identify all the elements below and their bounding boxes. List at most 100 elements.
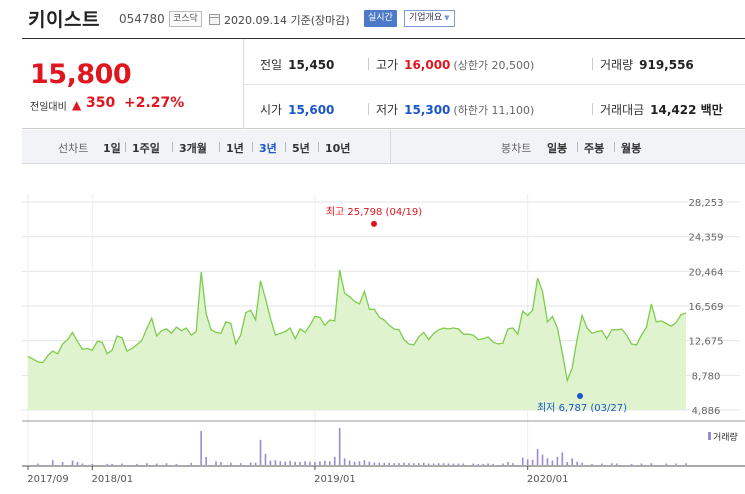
- volume-bar: [190, 462, 193, 465]
- volume-bar: [581, 462, 583, 465]
- volume-bar: [610, 463, 613, 465]
- volume-legend-swatch: [708, 432, 711, 440]
- volume-bar: [348, 460, 351, 465]
- volume-bar: [442, 463, 445, 465]
- low-cell: 저가 15,300 (하한가 11,100): [376, 101, 534, 118]
- candle-weekly[interactable]: 주봉: [584, 142, 605, 155]
- volume-bar: [304, 461, 306, 465]
- volume-bar: [398, 463, 400, 465]
- as-of-date: 2020.09.14 기준(장마감): [224, 14, 350, 27]
- volume-bar: [333, 456, 336, 465]
- turnover-value: 14,422 백만: [650, 103, 723, 117]
- volume-label: 거래량: [600, 58, 634, 72]
- volume-bar: [526, 459, 529, 465]
- x-tick-label: 2019/01: [314, 474, 356, 485]
- high-value: 16,000: [404, 58, 451, 72]
- period-1w[interactable]: 1주일: [132, 142, 160, 155]
- market-badge: 코스닥: [169, 11, 202, 27]
- low-value: 15,300: [404, 103, 451, 117]
- realtime-button[interactable]: 실시간: [364, 10, 397, 27]
- divider: [614, 142, 615, 152]
- volume-bar: [675, 463, 677, 465]
- volume-bar: [215, 461, 217, 465]
- change-percent: +2.27%: [124, 95, 185, 111]
- prev-close-label: 전일: [260, 58, 283, 72]
- divider: [252, 142, 253, 152]
- volume-bar: [393, 463, 395, 465]
- volume-bar: [279, 461, 282, 465]
- volume-bar: [640, 463, 643, 465]
- volume-bar: [220, 462, 222, 465]
- divider: [285, 142, 286, 152]
- volume-bar: [531, 459, 534, 465]
- volume-bar: [343, 458, 346, 465]
- volume-bar: [507, 462, 509, 465]
- current-price: 15,800: [30, 59, 132, 90]
- period-10y[interactable]: 10년: [325, 142, 351, 155]
- volume-bar: [368, 461, 371, 465]
- volume-bar: [457, 463, 460, 465]
- price-box: 15,800 전일대비 ▲ 350 +2.27%: [22, 39, 244, 129]
- volume-bar: [136, 463, 138, 465]
- period-5y[interactable]: 5년: [292, 142, 310, 155]
- volume-bar: [111, 463, 113, 465]
- volume-bar: [521, 457, 524, 465]
- volume-bar: [145, 463, 148, 465]
- volume-bar: [155, 463, 158, 465]
- volume-bar: [462, 463, 465, 465]
- volume-bar: [175, 463, 178, 465]
- volume-bar: [408, 463, 410, 465]
- volume-bar: [536, 449, 539, 465]
- volume-bar: [249, 462, 252, 465]
- candle-monthly[interactable]: 월봉: [621, 142, 642, 155]
- line-chart-label: 선차트: [58, 142, 89, 155]
- divider: [592, 103, 593, 115]
- volume-cell: 거래량 919,556: [600, 56, 694, 73]
- price-line: [27, 269, 687, 383]
- volume-bar: [373, 462, 376, 465]
- volume-bar: [437, 463, 440, 465]
- volume-bar: [230, 462, 232, 465]
- volume-bar: [541, 454, 544, 465]
- price-chart[interactable]: 28,253 24,359 20,464 16,569 12,675 8,780 4,886…: [0, 164, 745, 490]
- candle-chart-label: 봉차트: [501, 142, 532, 155]
- volume-bar: [81, 463, 84, 465]
- x-tick-label: 2020/01: [527, 474, 569, 485]
- divider: [172, 142, 173, 152]
- period-1d[interactable]: 1일: [103, 142, 121, 155]
- volume-bar: [418, 463, 420, 465]
- period-1y[interactable]: 1년: [226, 142, 244, 155]
- price-chart-svg: 28,253 24,359 20,464 16,569 12,675 8,780 4,886…: [22, 194, 745, 485]
- volume-bar: [91, 463, 94, 465]
- period-3y[interactable]: 3년: [259, 142, 277, 155]
- volume-bar: [314, 462, 316, 465]
- volume-bar: [427, 463, 430, 465]
- volume-bar: [358, 461, 361, 465]
- calendar-icon: [209, 14, 220, 25]
- low-label: 저가: [376, 103, 399, 117]
- row-divider: [244, 84, 745, 85]
- volume-value: 919,556: [639, 58, 694, 72]
- y-tick-label: 20,464: [689, 267, 724, 278]
- y-tick-label: 16,569: [689, 302, 724, 313]
- volume-bar: [452, 463, 455, 465]
- y-axis-ticks: 28,253 24,359 20,464 16,569 12,675 8,780 4,886: [689, 198, 724, 417]
- company-overview-button[interactable]: 기업개요 ▼: [404, 10, 455, 27]
- candle-daily[interactable]: 일봉: [547, 142, 568, 155]
- y-tick-label: 24,359: [689, 233, 724, 244]
- company-code: 054780: [119, 12, 165, 26]
- volume-bar: [571, 458, 574, 465]
- volume-bar: [165, 463, 168, 465]
- open-value: 15,600: [288, 103, 335, 117]
- period-3m[interactable]: 3개월: [179, 142, 207, 155]
- volume-bar: [76, 462, 79, 465]
- company-name: 키이스트: [28, 9, 100, 31]
- max-point-marker: [371, 220, 377, 227]
- high-label: 고가: [376, 58, 399, 72]
- volume-bar: [482, 463, 484, 465]
- volume-bar: [37, 463, 39, 465]
- volume-bar: [61, 462, 64, 465]
- min-annotation: 최저 6,787 (03/27): [537, 402, 627, 414]
- volume-bar: [205, 456, 207, 465]
- volume-bar: [239, 463, 242, 465]
